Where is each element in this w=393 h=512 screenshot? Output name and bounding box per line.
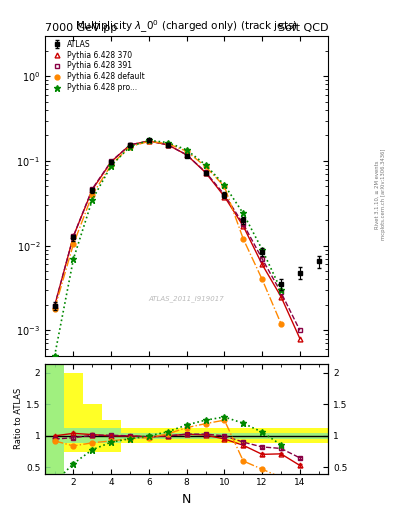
- Pythia 6.428 370: [279, 293, 283, 300]
- Pythia 6.428 default: [279, 321, 283, 327]
- Pythia 6.428 pro...: [203, 162, 208, 168]
- Pythia 6.428 391: [241, 221, 246, 227]
- Pythia 6.428 391: [147, 138, 151, 144]
- Line: Pythia 6.428 default: Pythia 6.428 default: [52, 139, 283, 326]
- Pythia 6.428 391: [184, 152, 189, 158]
- Pythia 6.428 370: [260, 261, 264, 267]
- Line: Pythia 6.428 370: Pythia 6.428 370: [52, 139, 302, 341]
- Text: mcplots.cern.ch [arXiv:1306.3436]: mcplots.cern.ch [arXiv:1306.3436]: [381, 149, 386, 240]
- Pythia 6.428 391: [109, 158, 114, 164]
- Pythia 6.428 391: [165, 142, 170, 148]
- Pythia 6.428 391: [222, 191, 227, 198]
- Pythia 6.428 pro...: [184, 147, 189, 153]
- Pythia 6.428 default: [222, 183, 227, 189]
- Pythia 6.428 default: [147, 138, 151, 144]
- Line: Pythia 6.428 391: Pythia 6.428 391: [52, 139, 302, 333]
- Pythia 6.428 pro...: [241, 210, 246, 217]
- Pythia 6.428 370: [184, 152, 189, 158]
- Text: ATLAS_2011_I919017: ATLAS_2011_I919017: [149, 295, 224, 302]
- Line: Pythia 6.428 pro...: Pythia 6.428 pro...: [51, 137, 285, 359]
- Text: Soft QCD: Soft QCD: [278, 23, 328, 33]
- Pythia 6.428 370: [71, 233, 76, 239]
- Pythia 6.428 391: [279, 289, 283, 295]
- Pythia 6.428 default: [184, 148, 189, 155]
- Title: Multiplicity $\lambda\_0^0$ (charged only) (track jets): Multiplicity $\lambda\_0^0$ (charged onl…: [75, 18, 298, 35]
- Legend: ATLAS, Pythia 6.428 370, Pythia 6.428 391, Pythia 6.428 default, Pythia 6.428 pr: ATLAS, Pythia 6.428 370, Pythia 6.428 39…: [48, 38, 147, 94]
- Pythia 6.428 370: [109, 159, 114, 165]
- Pythia 6.428 pro...: [165, 139, 170, 145]
- Pythia 6.428 370: [203, 169, 208, 176]
- Pythia 6.428 391: [71, 233, 76, 239]
- Pythia 6.428 370: [222, 194, 227, 200]
- Pythia 6.428 391: [90, 186, 95, 192]
- Pythia 6.428 pro...: [52, 353, 57, 359]
- Pythia 6.428 391: [203, 169, 208, 175]
- Pythia 6.428 370: [128, 142, 132, 148]
- Pythia 6.428 370: [298, 335, 302, 342]
- X-axis label: N: N: [182, 493, 191, 506]
- Pythia 6.428 pro...: [90, 197, 95, 203]
- Pythia 6.428 default: [260, 276, 264, 283]
- Pythia 6.428 391: [52, 303, 57, 309]
- Pythia 6.428 default: [71, 241, 76, 247]
- Pythia 6.428 pro...: [109, 163, 114, 169]
- Pythia 6.428 370: [90, 186, 95, 193]
- Pythia 6.428 pro...: [71, 255, 76, 262]
- Pythia 6.428 default: [241, 236, 246, 242]
- Pythia 6.428 pro...: [260, 246, 264, 252]
- Pythia 6.428 pro...: [222, 182, 227, 188]
- Pythia 6.428 391: [260, 255, 264, 262]
- Pythia 6.428 pro...: [279, 287, 283, 293]
- Y-axis label: Ratio to ATLAS: Ratio to ATLAS: [14, 388, 23, 449]
- Pythia 6.428 default: [52, 306, 57, 312]
- Pythia 6.428 370: [52, 303, 57, 309]
- Text: 7000 GeV pp: 7000 GeV pp: [45, 23, 118, 33]
- Pythia 6.428 default: [203, 163, 208, 169]
- Pythia 6.428 370: [241, 223, 246, 229]
- Pythia 6.428 370: [147, 138, 151, 144]
- Pythia 6.428 pro...: [147, 137, 151, 143]
- Text: Rivet 3.1.10, ≥ 2M events: Rivet 3.1.10, ≥ 2M events: [375, 160, 380, 229]
- Pythia 6.428 default: [109, 162, 114, 168]
- Pythia 6.428 pro...: [128, 143, 132, 150]
- Pythia 6.428 default: [90, 191, 95, 198]
- Pythia 6.428 default: [165, 141, 170, 147]
- Pythia 6.428 391: [128, 142, 132, 148]
- Pythia 6.428 391: [298, 327, 302, 333]
- Pythia 6.428 default: [128, 143, 132, 150]
- Pythia 6.428 370: [165, 142, 170, 148]
